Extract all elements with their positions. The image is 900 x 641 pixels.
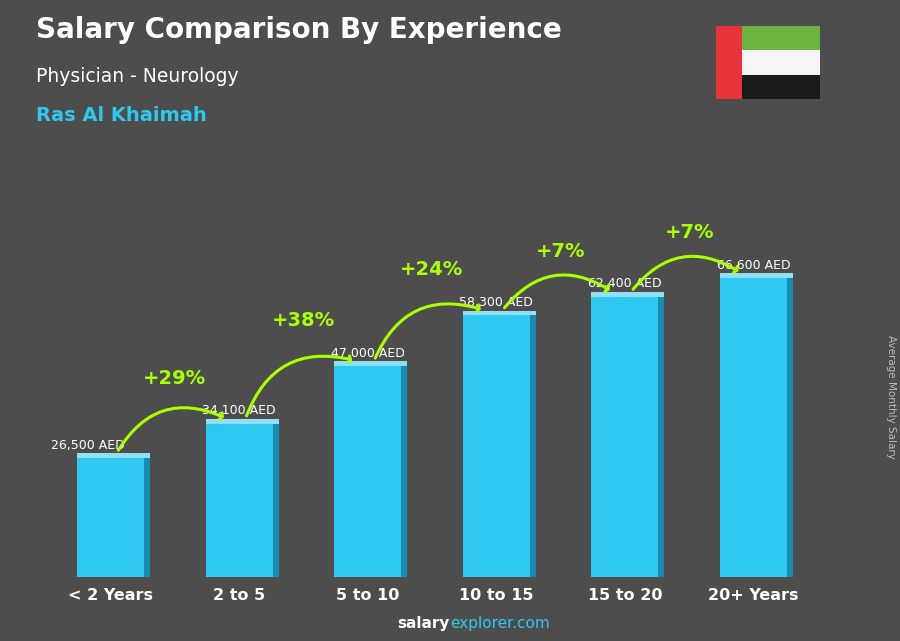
Text: +38%: +38% (272, 311, 335, 330)
Text: 34,100 AED: 34,100 AED (202, 404, 276, 417)
Bar (742, 26, 820, 50)
Text: +24%: +24% (400, 260, 464, 279)
Text: 66,600 AED: 66,600 AED (716, 258, 790, 272)
Bar (401, 366, 407, 577)
Bar (530, 315, 536, 577)
Bar (206, 424, 273, 577)
Text: +7%: +7% (536, 242, 585, 261)
Bar (77, 458, 144, 577)
Text: explorer.com: explorer.com (450, 617, 550, 631)
Text: +7%: +7% (664, 223, 714, 242)
Bar (742, 50, 820, 75)
Bar (591, 297, 658, 577)
Bar (720, 274, 793, 278)
Bar (742, 75, 820, 99)
Bar (334, 366, 401, 577)
Bar (463, 315, 530, 577)
Bar (658, 297, 664, 577)
Bar (720, 278, 787, 577)
Text: +29%: +29% (143, 369, 206, 388)
Bar (463, 311, 536, 315)
Bar (334, 362, 407, 366)
Text: 26,500 AED: 26,500 AED (50, 438, 124, 451)
Text: 47,000 AED: 47,000 AED (331, 347, 405, 360)
Text: salary: salary (398, 617, 450, 631)
Bar (206, 419, 279, 424)
Bar (273, 424, 279, 577)
Text: Physician - Neurology: Physician - Neurology (36, 67, 238, 87)
Text: Ras Al Khaimah: Ras Al Khaimah (36, 106, 207, 125)
Bar (77, 453, 150, 458)
Bar (716, 26, 742, 99)
Text: 62,400 AED: 62,400 AED (588, 278, 662, 290)
Text: Salary Comparison By Experience: Salary Comparison By Experience (36, 16, 562, 44)
Bar (144, 458, 150, 577)
Text: Average Monthly Salary: Average Monthly Salary (886, 335, 896, 460)
Text: 58,300 AED: 58,300 AED (459, 296, 533, 309)
Bar (787, 278, 793, 577)
Bar (591, 292, 664, 297)
